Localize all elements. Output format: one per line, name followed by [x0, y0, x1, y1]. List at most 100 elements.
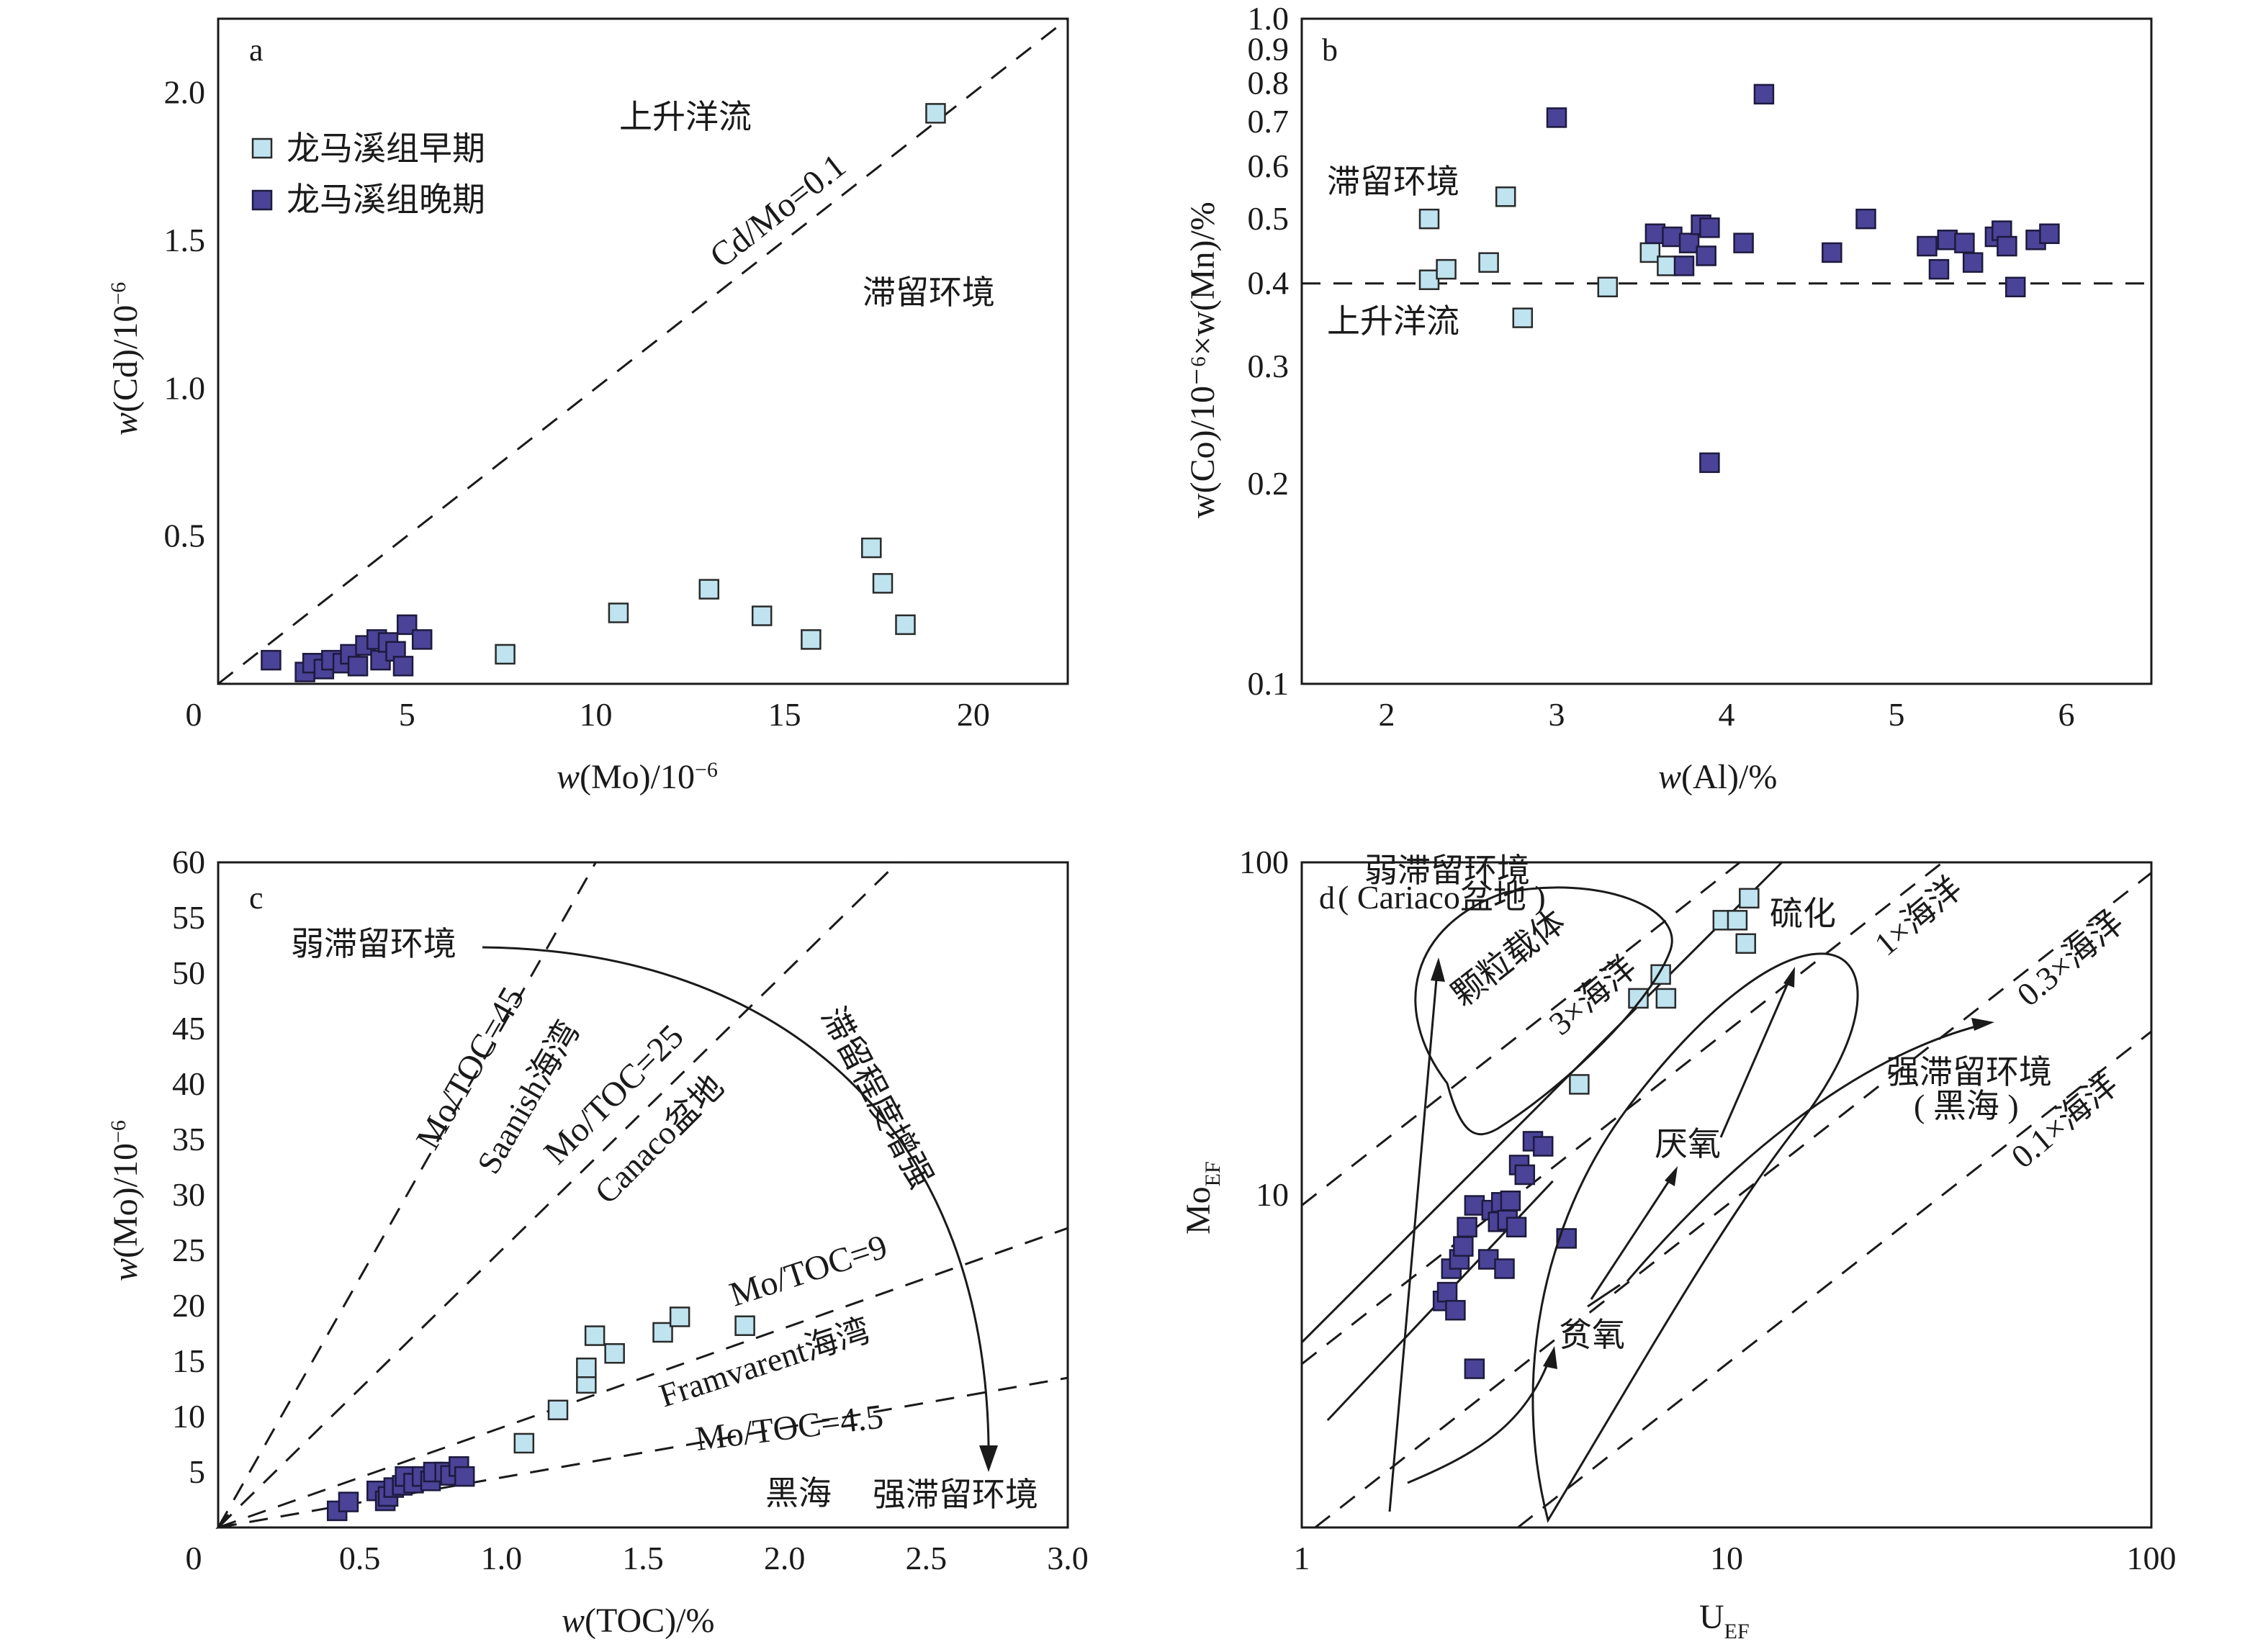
panel-b-ytick-label: 0.4 — [1248, 265, 1290, 302]
panel-b-ytick-label: 0.1 — [1248, 665, 1290, 702]
panel-a-xtick-label: 5 — [399, 696, 415, 733]
panel-c-ratio-line — [217, 861, 899, 1529]
early-point — [1735, 933, 1756, 954]
panel-a-stagnant-label: 滞留环境 — [863, 274, 995, 311]
late-point — [1699, 452, 1720, 474]
panel-d-black-sea-label: ( 黑海 ) — [1914, 1088, 2019, 1124]
panel-a-ytick-label: 0.5 — [164, 518, 206, 554]
panel-d-suboxic-arrow-head — [1543, 1346, 1557, 1369]
panel-c-plot-area: 0 0.5 1.0 1.5 2.0 2.5 3.0 5 10 15 20 25 30 35 40 45 50 55… — [172, 844, 1089, 1576]
late-point — [1500, 1190, 1521, 1211]
panel-b-ytick-label: 0.8 — [1248, 65, 1290, 101]
early-point — [495, 644, 516, 665]
panel-a-ylabel: w(Cd)/10−6 — [107, 282, 145, 435]
panel-c-letter: c — [249, 880, 264, 916]
late-point — [1733, 233, 1754, 253]
panel-d-particle-label: 颗粒载体 — [1445, 903, 1572, 1013]
panel-a-legend: 龙马溪组早期 龙马溪组晚期 — [251, 130, 485, 218]
panel-b-plot-area: 2 3 4 5 6 0.1 0.2 0.3 0.4 0.5 0.6 0.70.80.91.0 — [1248, 0, 2151, 733]
panel-c-ytick-label: 40 — [172, 1065, 205, 1102]
panel-c-ytick-label: 30 — [172, 1176, 205, 1213]
legend-late-marker — [251, 189, 273, 211]
panel-d-strong-arrow-tail — [1587, 1283, 1621, 1308]
early-point — [669, 1306, 690, 1327]
panel-d-suboxic-label: 贫氧 — [1559, 1317, 1625, 1353]
panel-c-black-sea-label: 黑海 — [765, 1475, 832, 1512]
panel-c-ytick-label: 50 — [172, 954, 205, 991]
panel-a-cdmo-line — [217, 17, 1068, 685]
panel-a-ytick-label: 2.0 — [164, 74, 206, 111]
early-point — [872, 573, 894, 594]
panel-d-ytick-label: 10 — [1256, 1176, 1289, 1213]
panel-c-xtick-label: 2.0 — [764, 1540, 806, 1576]
panel-c-weak-label: 弱滞留环境 — [291, 926, 456, 962]
panel-c-strong-label: 强滞留环境 — [873, 1476, 1038, 1513]
panel-c-xtick-label: 2.5 — [906, 1540, 948, 1576]
late-point — [1673, 256, 1695, 276]
early-point — [1418, 208, 1440, 230]
panel-b: 2 3 4 5 6 0.1 0.2 0.3 0.4 0.5 0.6 0.70.80.91.0 b 滞留… — [1184, 0, 2153, 796]
panel-d-anoxic-arrow-head — [1665, 1166, 1678, 1186]
panel-b-letter: b — [1322, 32, 1338, 68]
early-point — [861, 537, 882, 559]
panel-d-sulfide-label: 硫化 — [1770, 895, 1836, 932]
panel-a-frame — [217, 17, 1069, 685]
panel-d-sulfide-arrow-head — [1783, 967, 1795, 988]
late-point — [1699, 217, 1720, 238]
panel-c-xtick-label: 0 — [186, 1540, 202, 1576]
panel-c-ytick-label: 35 — [172, 1121, 205, 1157]
panel-d-strong-label: 强滞留环境 — [1886, 1054, 2052, 1091]
early-point — [547, 1399, 569, 1421]
panel-c-increasing-label: 滞留程度增强 — [814, 1001, 940, 1194]
early-point — [895, 614, 916, 636]
panel-c: 0 0.5 1.0 1.5 2.0 2.5 3.0 5 10 15 20 25 30 35 40 45 50 55… — [107, 844, 1089, 1640]
panel-d-frame — [1300, 861, 2153, 1529]
panel-b-ytick-label: 0.6 — [1248, 148, 1290, 184]
panel-a-upwelling-label: 上升洋流 — [619, 99, 752, 135]
panel-b-ytick-label: 0.2 — [1248, 465, 1290, 502]
early-point — [734, 1315, 755, 1336]
panel-d-weak-arrow-head — [1431, 957, 1445, 982]
panel-b-ytick-label: 1.0 — [1248, 0, 1290, 37]
early-point — [1739, 888, 1760, 909]
panel-c-ytick-label: 5 — [189, 1453, 205, 1490]
panel-b-ytick-label: 0.7 — [1248, 103, 1290, 140]
late-point — [1457, 1217, 1477, 1238]
early-point — [604, 1342, 625, 1364]
early-point — [652, 1322, 673, 1343]
panel-d-strong-arrow-head — [1971, 1018, 1994, 1031]
late-point — [1937, 230, 1958, 250]
panel-b-xlabel: w(Al)/% — [1658, 758, 1777, 796]
late-point — [411, 629, 433, 650]
panel-d-weak-region — [1414, 886, 1673, 1136]
late-point — [1514, 1164, 1536, 1186]
early-point — [1639, 242, 1661, 263]
panel-c-xlabel: w(TOC)/% — [562, 1602, 714, 1640]
panel-d-seawater-line — [1517, 1030, 2152, 1529]
early-point — [1655, 988, 1677, 1009]
panel-d-anoxic-arrow — [1590, 1173, 1675, 1300]
early-point — [1512, 307, 1534, 328]
panel-c-ytick-label: 55 — [172, 899, 205, 936]
early-point — [513, 1432, 535, 1454]
early-point — [1478, 252, 1499, 273]
late-point — [454, 1466, 475, 1487]
panel-c-ytick-label: 60 — [172, 844, 205, 880]
late-point — [1928, 258, 1950, 280]
panel-b-frame — [1300, 17, 2153, 685]
panel-b-ytick-label: 0.5 — [1248, 200, 1290, 237]
late-point — [1696, 245, 1716, 266]
late-point — [2004, 276, 2026, 297]
late-point — [1532, 1136, 1554, 1157]
panel-b-ytick-label: 0.9 — [1248, 30, 1290, 67]
late-point — [261, 649, 282, 671]
panel-b-xtick-label: 3 — [1549, 696, 1565, 733]
panel-a-xtick-label: 10 — [579, 696, 612, 733]
panel-d-anoxic-label: 厌氧 — [1655, 1126, 1721, 1163]
panel-c-ytick-label: 20 — [172, 1287, 205, 1324]
late-point — [1678, 233, 1700, 253]
panel-d-strong-arrow — [1626, 1022, 1988, 1282]
late-point — [347, 656, 369, 677]
panel-a-xtick-label: 15 — [768, 696, 801, 733]
late-point — [1556, 1228, 1577, 1249]
